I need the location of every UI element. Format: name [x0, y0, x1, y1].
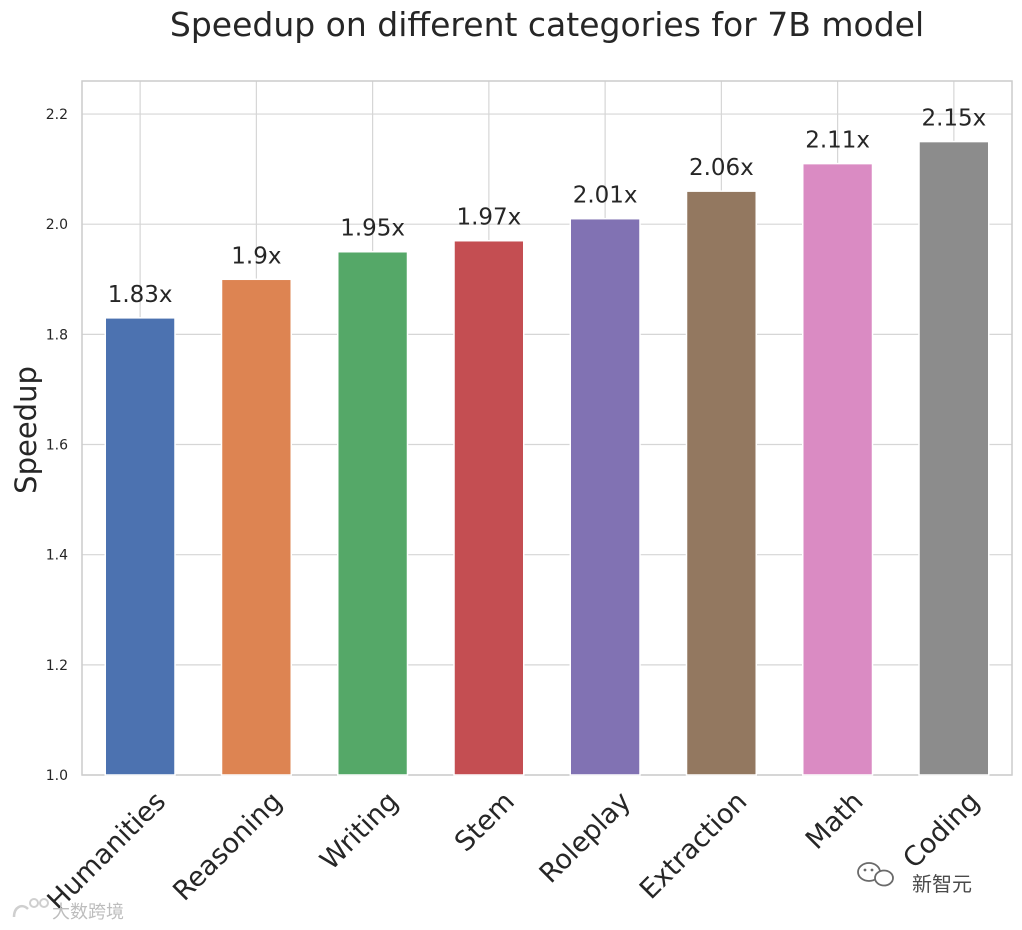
- bar-humanities: [104, 317, 176, 776]
- plot-frame: [81, 80, 1013, 776]
- wechat-icon: [857, 862, 894, 887]
- bar-writing: [337, 250, 409, 776]
- x-tick-label: Writing: [314, 786, 404, 876]
- bar-math: [802, 162, 874, 776]
- bar-reasoning: [220, 278, 292, 776]
- bar-extraction: [685, 190, 757, 776]
- y-axis-label: Speedup: [9, 366, 43, 494]
- y-tick-label: 2.0: [46, 217, 68, 233]
- y-tick-label: 1.6: [46, 438, 68, 454]
- x-tick-label: Math: [800, 786, 870, 856]
- bar-value-label: 1.97x: [456, 205, 521, 231]
- watermark-left: 大数跨境: [12, 898, 124, 923]
- bar-coding: [918, 140, 990, 776]
- watermark-right: 新智元: [857, 862, 972, 896]
- y-tick-label: 1.4: [46, 548, 68, 564]
- bars: [104, 140, 990, 776]
- watermark-left-text: 大数跨境: [52, 902, 124, 923]
- brand-logo-icon: [12, 898, 49, 918]
- x-tick-label: Reasoning: [167, 786, 288, 907]
- x-tick-label: Coding: [897, 786, 986, 875]
- bar-labels: 1.83x 1.9x 1.95x 1.97x 2.01x 2.06x 2.11x 2.15x: [108, 106, 987, 308]
- y-tick-label: 1.8: [46, 327, 68, 343]
- bar-value-label: 2.01x: [573, 183, 638, 209]
- bar-value-label: 1.83x: [108, 282, 173, 308]
- bar-value-label: 2.15x: [921, 106, 986, 132]
- bar-value-label: 1.95x: [340, 216, 405, 242]
- x-tick-label: Stem: [449, 786, 521, 858]
- y-tick-label: 1.0: [46, 768, 68, 784]
- y-tick-label: 1.2: [46, 658, 68, 674]
- x-tick-label: Extraction: [634, 786, 753, 905]
- bar-value-label: 1.9x: [231, 243, 281, 269]
- bar-stem: [453, 239, 525, 776]
- bar-value-label: 2.06x: [689, 155, 754, 181]
- x-tick-label: Humanities: [42, 786, 173, 917]
- y-ticks: 1.0 1.2 1.4 1.6 1.8 2.0 2.2: [46, 107, 68, 784]
- y-tick-label: 2.2: [46, 107, 68, 123]
- bar-roleplay: [569, 217, 641, 776]
- chart-title: Speedup on different categories for 7B m…: [170, 5, 924, 44]
- bar-value-label: 2.11x: [805, 128, 870, 154]
- x-tick-label: Roleplay: [534, 786, 637, 889]
- watermark-right-text: 新智元: [912, 872, 972, 896]
